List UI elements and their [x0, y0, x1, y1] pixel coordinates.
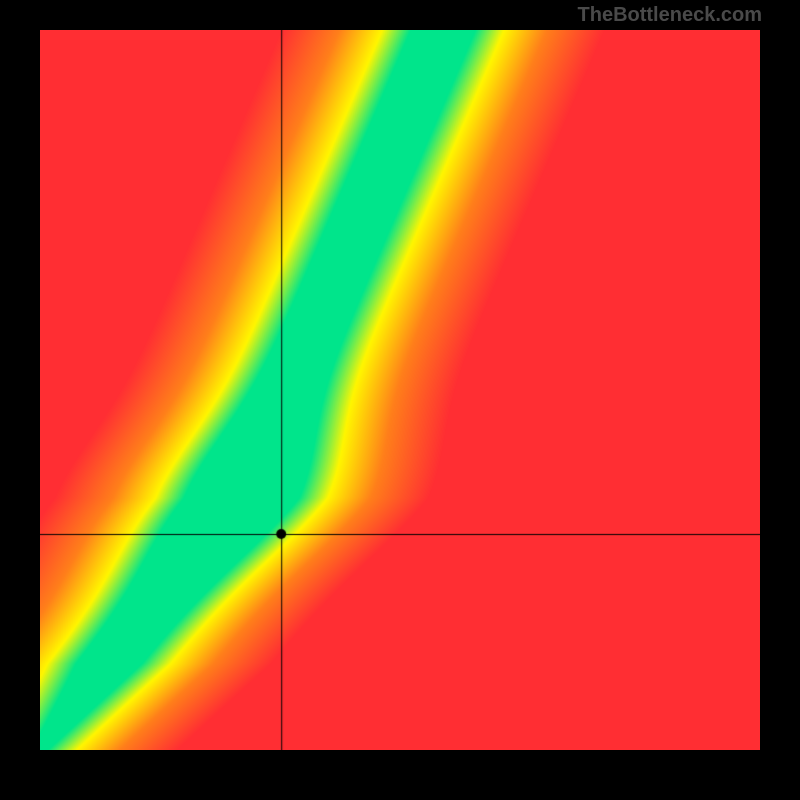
watermark-text: TheBottleneck.com	[578, 4, 762, 27]
heatmap-canvas	[40, 30, 760, 750]
chart-container: TheBottleneck.com	[0, 0, 800, 800]
